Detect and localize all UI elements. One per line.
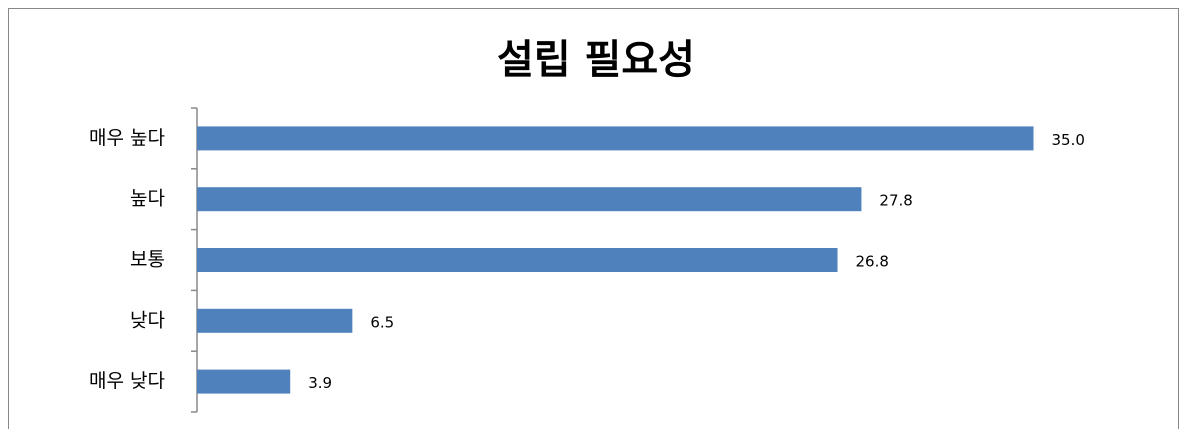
bar [197,308,353,333]
data-label: 35.0 [1052,131,1085,149]
bar [197,369,291,394]
y-tick-label: 매우 낮다 [89,370,165,392]
data-label: 6.5 [370,313,394,331]
y-tick-label: 높다 [130,188,165,210]
chart-title: 설립 필요성 [497,37,695,83]
chart-frame [8,8,1179,429]
y-tick-label: 보통 [130,249,165,271]
y-tick-label: 매우 높다 [89,127,165,149]
bar [197,126,1034,151]
data-label: 26.8 [856,253,889,271]
data-label: 3.9 [308,374,332,392]
bar [197,187,862,212]
y-tick-label: 낮다 [130,309,165,331]
data-label: 27.8 [879,192,912,210]
bar [197,248,838,272]
